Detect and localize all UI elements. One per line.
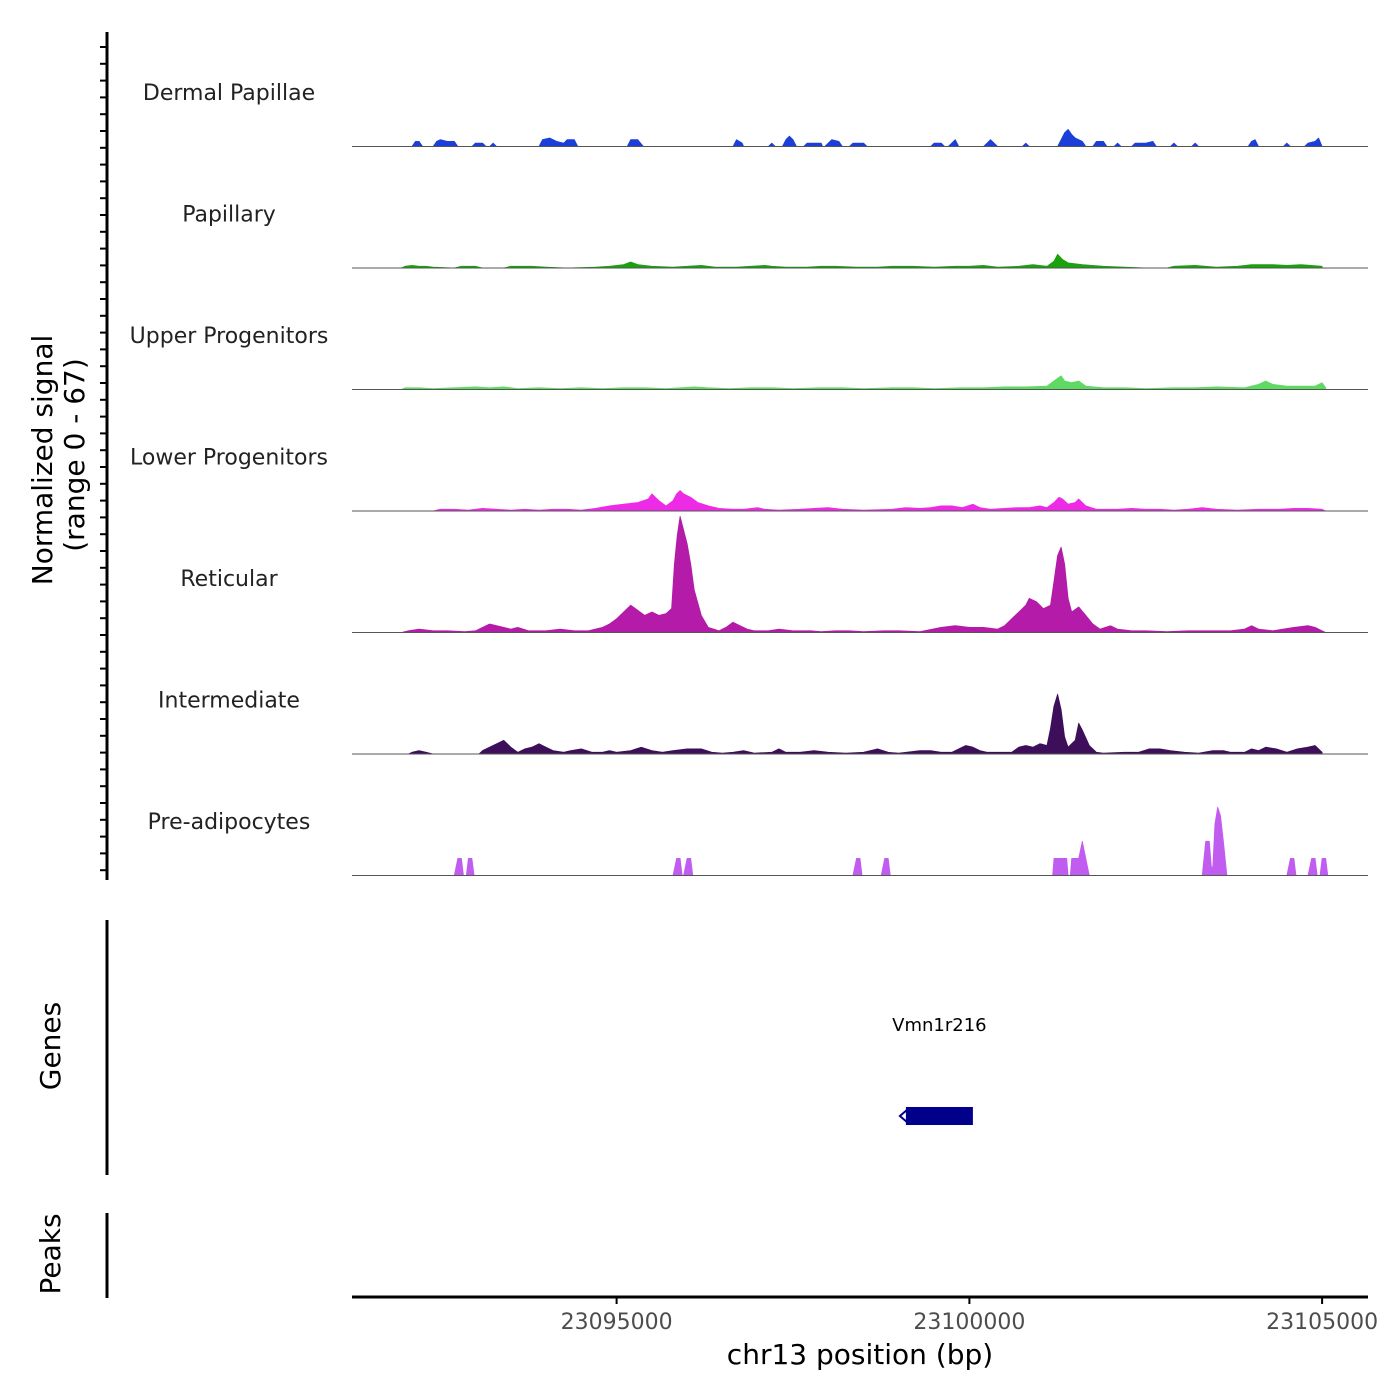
track-pre-adipocytes: Pre-adipocytes xyxy=(148,806,1368,876)
gene-annotations: Vmn1r216 xyxy=(892,1015,987,1125)
gene-body xyxy=(905,1107,973,1125)
track-label: Lower Progenitors xyxy=(130,446,328,471)
track-lower-progenitors: Lower Progenitors xyxy=(130,446,1368,512)
track-papillary: Papillary xyxy=(182,203,1368,269)
coverage-area xyxy=(401,515,1327,633)
genes-track-label: Genes xyxy=(34,1002,67,1090)
track-reticular: Reticular xyxy=(180,515,1368,633)
track-dermal-papillae: Dermal Papillae xyxy=(143,81,1368,147)
coverage-area xyxy=(453,806,1329,876)
track-upper-progenitors: Upper Progenitors xyxy=(130,324,1368,390)
coverage-area xyxy=(408,693,1323,755)
signal-axis-title: Normalized signal xyxy=(26,335,59,586)
signal-axis-ticks xyxy=(100,46,107,872)
peaks-track-label: Peaks xyxy=(34,1213,67,1294)
track-label: Papillary xyxy=(182,203,276,228)
track-label: Pre-adipocytes xyxy=(148,810,311,835)
x-axis-title: chr13 position (bp) xyxy=(727,1338,993,1371)
x-tick-label: 23095000 xyxy=(561,1310,673,1335)
track-label: Upper Progenitors xyxy=(130,324,329,349)
track-label: Dermal Papillae xyxy=(143,81,315,106)
strand-arrow xyxy=(898,1109,908,1123)
track-intermediate: Intermediate xyxy=(158,689,1368,755)
coverage-area xyxy=(401,375,1327,390)
track-label: Reticular xyxy=(180,567,278,592)
coverage-area xyxy=(404,129,1323,147)
signal-axis-subtitle: (range 0 - 67) xyxy=(58,358,91,552)
x-tick-label: 23105000 xyxy=(1266,1310,1378,1335)
track-label: Intermediate xyxy=(158,689,300,714)
x-axis-ticks: 23095000 23100000 23105000 xyxy=(561,1297,1378,1335)
signal-tracks: Dermal Papillae Papillary Upper Progenitor… xyxy=(130,81,1368,876)
x-tick-label: 23100000 xyxy=(913,1310,1025,1335)
coverage-area xyxy=(432,490,1327,512)
coverage-area xyxy=(401,253,1323,269)
gene-label: Vmn1r216 xyxy=(892,1015,986,1036)
